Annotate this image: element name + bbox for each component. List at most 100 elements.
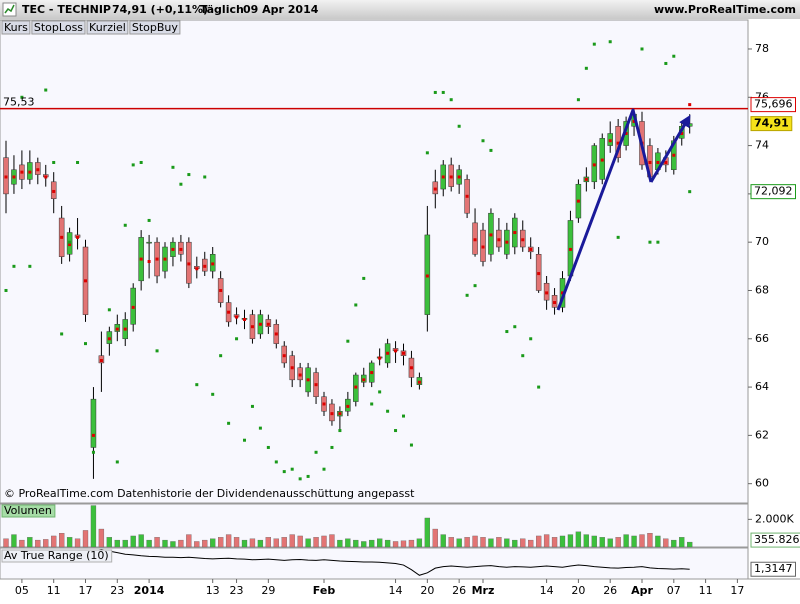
stop-dot [131, 163, 135, 167]
stop-dot [561, 291, 564, 295]
stop-dot [147, 260, 151, 263]
stop-dot [4, 288, 8, 292]
period: Täglich [200, 3, 244, 16]
volume-bar [623, 534, 629, 548]
stop-dot [409, 443, 413, 447]
stop-dot [457, 175, 461, 179]
stop-dot [370, 371, 374, 375]
stop-dot [346, 339, 350, 343]
stop-dot [211, 262, 215, 266]
candle-body [686, 123, 693, 127]
stop-dot [282, 354, 286, 358]
volume-bar [488, 538, 494, 548]
stop-dot [274, 332, 278, 336]
y-tick-label: 74 [755, 139, 769, 152]
stop-dot [123, 327, 127, 331]
volume-bar [361, 541, 367, 548]
stop-dot [187, 173, 191, 177]
stop-dot [203, 175, 207, 179]
volume-bar [353, 539, 359, 548]
stop-dot [521, 238, 525, 242]
stop-dot [600, 158, 604, 162]
value-label: 72,092 [754, 185, 793, 198]
stop-dot [139, 257, 143, 261]
stop-dot [370, 402, 374, 406]
stop-dot [68, 240, 72, 244]
volume-bar [480, 537, 486, 548]
legend-tab [129, 20, 181, 35]
atr-line [5, 549, 690, 576]
stop-dot [322, 402, 326, 406]
stop-dot [433, 90, 437, 94]
stop-dot [4, 175, 8, 179]
volume-bar [241, 539, 248, 548]
stop-dot [99, 359, 103, 363]
volume-bar [583, 534, 589, 548]
volume-bar [170, 541, 176, 548]
stop-dot [592, 163, 596, 167]
volume-bar [543, 534, 550, 548]
stop-dot [235, 337, 239, 341]
volume-bar [671, 539, 677, 548]
volume-bar [687, 541, 693, 548]
stop-dot [386, 351, 390, 355]
stop-dot [290, 467, 294, 471]
volume-bar [273, 538, 279, 548]
volume-bar [154, 537, 160, 548]
price-panel [0, 19, 749, 504]
volume-bar [400, 540, 407, 548]
volume-bar [178, 539, 184, 548]
volume-bar [90, 505, 97, 548]
value-label-box [750, 184, 796, 200]
volume-bar [225, 534, 232, 548]
stop-dot [632, 119, 636, 123]
legend-label: Kurs [4, 21, 28, 34]
volume-bar [408, 539, 415, 548]
stop-dot [513, 231, 517, 235]
stop-dot [36, 168, 40, 172]
stop-dot [656, 240, 660, 244]
stop-dot [28, 170, 32, 174]
stop-dot [314, 450, 318, 454]
volume-bar [591, 535, 597, 548]
x-tick-label: 17 [730, 584, 744, 597]
x-tick-label: 20 [571, 584, 585, 597]
volume-bar [106, 537, 112, 548]
volume-bar [647, 533, 653, 548]
stop-dot [123, 223, 127, 227]
volume-bar [66, 537, 73, 548]
volume-bar [520, 538, 526, 548]
volume-bar [448, 537, 454, 548]
volume-bar [122, 539, 128, 548]
volume-bar [663, 538, 669, 548]
stop-dot [60, 235, 64, 239]
volume-bar [329, 534, 335, 548]
stop-dot [465, 293, 469, 297]
volume-bar [297, 535, 303, 548]
stop-dot [521, 354, 525, 358]
stop-dot [449, 98, 453, 102]
stop-dot [76, 160, 80, 164]
stop-dot [648, 160, 652, 164]
panel-title: Av True Range (10) [4, 549, 109, 562]
stop-dot [322, 467, 326, 471]
x-tick-label: 11 [699, 584, 713, 597]
volume-bar [162, 539, 168, 548]
volume-bar [3, 538, 9, 548]
stop-dot [12, 264, 16, 268]
stop-dot [52, 189, 56, 193]
x-tick-label: 23 [110, 584, 124, 597]
stop-dot [266, 445, 270, 449]
stop-dot [672, 153, 676, 157]
stop-dot [243, 317, 246, 321]
volume-bar [130, 535, 136, 548]
stop-dot [171, 247, 175, 251]
panel-title: Volumen [4, 504, 52, 517]
stop-dot [680, 132, 684, 136]
stop-dot [529, 337, 533, 341]
quote: 74,91 (+0,11%) [112, 3, 208, 16]
volume-bar [146, 539, 152, 548]
volume-bar [202, 539, 208, 548]
stop-dot [243, 438, 246, 442]
